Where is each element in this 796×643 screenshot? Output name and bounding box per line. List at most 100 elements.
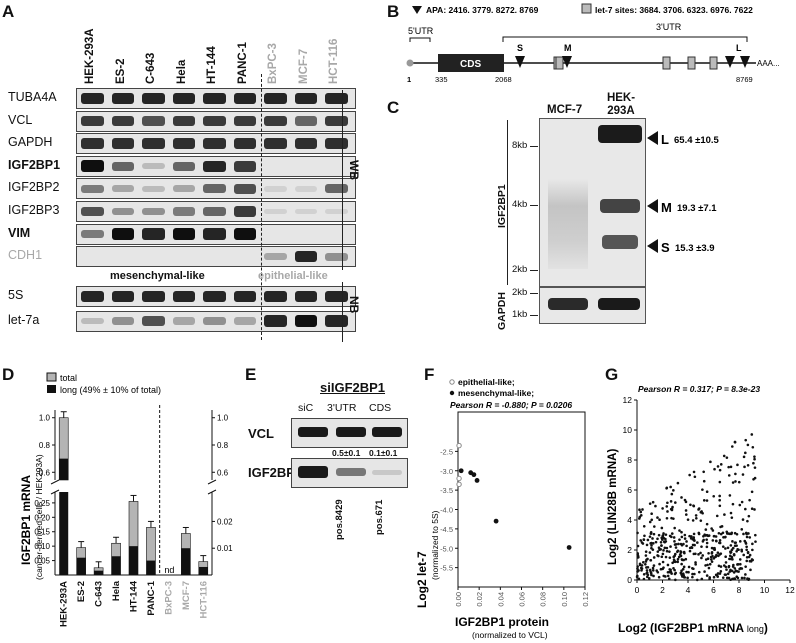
g-point	[642, 538, 646, 541]
blot-band	[142, 138, 165, 150]
g-point	[730, 516, 734, 519]
d-category-label: HEK-293A	[59, 581, 70, 627]
blot-band	[111, 290, 134, 303]
g-point	[702, 470, 705, 474]
apa-site-icon	[562, 56, 572, 68]
g-point	[645, 558, 648, 562]
g-point	[645, 569, 649, 572]
blot-row-label: CDH1	[8, 248, 43, 263]
g-point	[673, 552, 677, 556]
g-point	[748, 498, 751, 502]
f-y-tick-label: -3.5	[440, 486, 453, 495]
g-point	[660, 526, 664, 530]
g-point	[718, 539, 722, 542]
e-blot-vcl	[291, 418, 408, 448]
pos-8769: 8769	[736, 75, 753, 84]
g-point	[690, 545, 693, 549]
blot-band	[233, 183, 256, 194]
g-point	[744, 531, 748, 535]
g-point	[690, 535, 693, 538]
g-point	[705, 538, 708, 541]
g-point	[651, 537, 654, 540]
blot-band	[294, 116, 317, 126]
blot-band	[325, 252, 348, 261]
blot-band	[142, 228, 165, 240]
g-point	[674, 543, 678, 546]
g-point	[668, 568, 671, 571]
g-point	[697, 570, 701, 574]
g-point	[708, 577, 711, 581]
legend-total-swatch	[46, 372, 57, 382]
f-point-mes	[458, 468, 464, 474]
g-point	[651, 542, 655, 545]
g-point	[669, 570, 673, 574]
g-point	[740, 500, 744, 504]
f-y-tick-label: -5.0	[440, 544, 453, 553]
g-point	[642, 560, 645, 564]
g-point	[637, 555, 640, 559]
g-point	[727, 465, 730, 469]
g-point	[704, 564, 707, 567]
g-point	[702, 538, 705, 542]
e-blot-igf2bp1	[291, 458, 408, 488]
g-point	[704, 558, 708, 561]
gene-structure-diagram: APA: 2416. 3779. 8272. 8769 let-7 sites:…	[406, 3, 780, 84]
smear-mcf7	[548, 179, 588, 269]
blot-band	[294, 315, 317, 327]
g-point	[685, 544, 688, 548]
g-point	[748, 553, 752, 557]
blot-band	[294, 92, 317, 105]
f-y-tick-label: -2.5	[440, 447, 453, 456]
d-category-label: C-643	[94, 581, 105, 607]
blot-band	[142, 92, 165, 105]
blot-band	[264, 186, 287, 192]
nb-bracket	[336, 282, 343, 342]
f-x-tick-label: 0.02	[475, 592, 484, 607]
g-point	[642, 525, 646, 528]
f-y-tick-label: -3.0	[440, 467, 453, 476]
blot-band	[203, 138, 226, 150]
g-point	[722, 564, 726, 567]
tick-2kb	[530, 270, 538, 271]
northern-blot	[539, 118, 646, 287]
g-point	[652, 574, 655, 578]
f-point-epi	[456, 481, 462, 488]
blot-band	[203, 206, 226, 217]
g-point	[738, 540, 742, 543]
band-long	[598, 125, 642, 143]
blot-band	[294, 186, 317, 192]
bar-long	[198, 566, 208, 575]
panel-label-g: G	[605, 365, 619, 384]
g-point	[708, 562, 712, 566]
g-point	[691, 566, 694, 570]
g-point	[687, 570, 690, 574]
g-point	[640, 567, 644, 570]
blot-band	[111, 115, 134, 127]
g-point	[733, 440, 737, 444]
g-point	[745, 548, 748, 552]
g-point	[681, 567, 685, 571]
y2-tick-label: 0.8	[217, 441, 229, 450]
g-point	[737, 570, 740, 573]
blot-band	[172, 317, 195, 325]
g-point	[750, 507, 754, 511]
tick-4kb	[530, 205, 538, 206]
epithelial-label: epithelial-like	[258, 270, 328, 282]
g-point	[651, 500, 655, 504]
e-pos2: pos.671	[374, 499, 385, 535]
g-point	[713, 467, 716, 471]
g-point	[744, 542, 748, 545]
axis-break	[50, 479, 60, 485]
polya-label: AAA...	[757, 59, 780, 68]
g-point	[753, 455, 756, 458]
g-point	[743, 576, 746, 580]
g-point	[714, 539, 718, 543]
e-row-vcl: VCL	[248, 426, 274, 441]
tick-1kb	[530, 315, 538, 316]
blot-band	[81, 160, 104, 173]
legend-mes-marker	[449, 390, 455, 396]
g-point	[718, 504, 722, 508]
g-point	[649, 542, 652, 545]
blot-band	[172, 185, 195, 193]
g-point	[642, 577, 646, 581]
